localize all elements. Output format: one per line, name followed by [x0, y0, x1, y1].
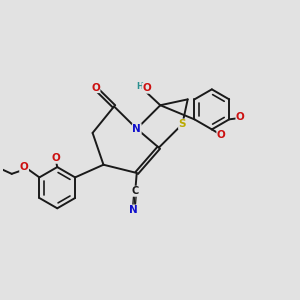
Text: S: S: [178, 119, 186, 129]
Text: C: C: [132, 186, 139, 196]
Text: O: O: [91, 82, 100, 93]
Text: N: N: [129, 205, 138, 215]
Text: O: O: [52, 153, 61, 163]
Text: O: O: [236, 112, 245, 122]
Text: O: O: [142, 83, 151, 93]
Text: O: O: [217, 130, 226, 140]
Text: N: N: [132, 124, 141, 134]
Text: H: H: [136, 82, 143, 91]
Text: O: O: [20, 162, 28, 172]
